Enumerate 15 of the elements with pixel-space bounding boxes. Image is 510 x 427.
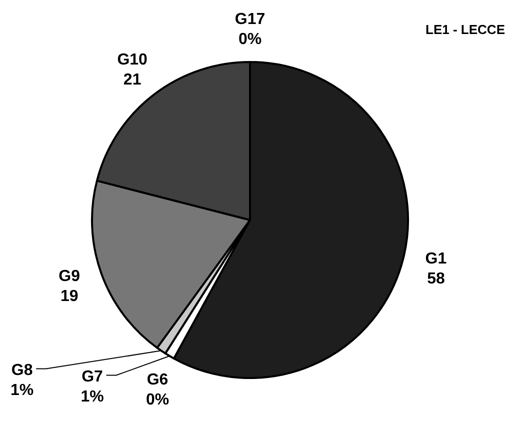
category-label: G6 xyxy=(146,371,168,388)
text: 0% xyxy=(146,391,170,408)
slice-label: G9 xyxy=(58,268,80,286)
chart-title: LE1 - LECCE xyxy=(426,22,506,37)
text: 0% xyxy=(238,31,262,48)
slice-label: G7 xyxy=(82,368,104,386)
data-label: 1% xyxy=(10,382,34,399)
slice-label: G10 xyxy=(117,51,148,68)
data-label: 1% xyxy=(80,388,104,406)
slice-label: G1 xyxy=(425,250,447,268)
slice-label: G8 xyxy=(11,362,33,379)
data-label: 19 xyxy=(60,288,78,306)
category-label: G17 xyxy=(234,11,266,28)
data-label: 21 xyxy=(123,71,142,88)
data-label: 58 xyxy=(427,270,445,288)
